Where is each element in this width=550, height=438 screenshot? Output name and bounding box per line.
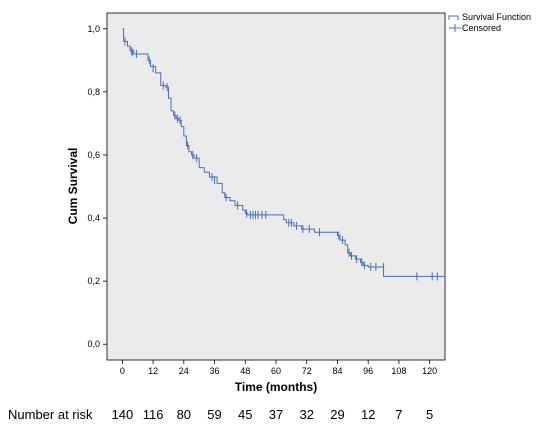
survival-chart: 0,0 0,2 0,4 0,6 0,8 1,0 0 12 24 36 48 60 72 84 96 108 1…: [66, 12, 531, 394]
risk-value: 12: [360, 407, 376, 422]
risk-table-title: Number at risk: [8, 407, 93, 422]
x-tick-label: 120: [422, 366, 437, 376]
y-tick-label: 0,4: [87, 213, 100, 223]
x-axis: 0 12 24 36 48 60 72 84 96 108 120: [120, 360, 437, 376]
risk-value: 37: [268, 407, 284, 422]
y-axis: 0,0 0,2 0,4 0,6 0,8 1,0: [87, 24, 107, 349]
x-tick-label: 24: [179, 366, 189, 376]
x-tick-label: 108: [391, 366, 406, 376]
legend-censored-symbol: [449, 24, 461, 32]
risk-value: 140: [111, 407, 134, 422]
x-tick-label: 12: [148, 366, 158, 376]
y-axis-title: Cum Survival: [66, 148, 80, 225]
legend-censored-label: Censored: [462, 23, 501, 33]
x-tick-label: 0: [120, 366, 125, 376]
x-tick-label: 48: [240, 366, 250, 376]
y-tick-label: 0,2: [87, 276, 100, 286]
risk-value: 59: [207, 407, 222, 422]
x-tick-label: 84: [332, 366, 342, 376]
x-tick-label: 36: [210, 366, 220, 376]
legend: Survival Function Censored: [448, 12, 531, 33]
legend-survival-symbol: [448, 15, 459, 20]
legend-survival-label: Survival Function: [462, 12, 531, 22]
risk-value: 5: [426, 407, 434, 422]
y-tick-label: 0,8: [87, 87, 100, 97]
y-tick-label: 1,0: [87, 24, 100, 34]
risk-value: 45: [238, 407, 253, 422]
x-tick-label: 60: [271, 366, 281, 376]
series-layer: [122, 28, 445, 277]
risk-value: 29: [330, 407, 345, 422]
censor-layer: [124, 37, 438, 281]
risk-table: Number at risk 140 116 80 59 45 37 32 29 12 7 5: [0, 405, 550, 429]
risk-value: 80: [176, 407, 192, 422]
risk-value: 116: [142, 407, 164, 422]
x-axis-title: Time (months): [235, 380, 317, 394]
x-tick-label: 96: [363, 366, 373, 376]
y-tick-label: 0,0: [87, 339, 100, 349]
y-tick-label: 0,6: [87, 150, 100, 160]
survival-step-line: [122, 28, 445, 277]
risk-value: 32: [299, 407, 314, 422]
x-tick-label: 72: [302, 366, 312, 376]
risk-value: 7: [395, 407, 403, 422]
plot-area: [106, 12, 446, 361]
